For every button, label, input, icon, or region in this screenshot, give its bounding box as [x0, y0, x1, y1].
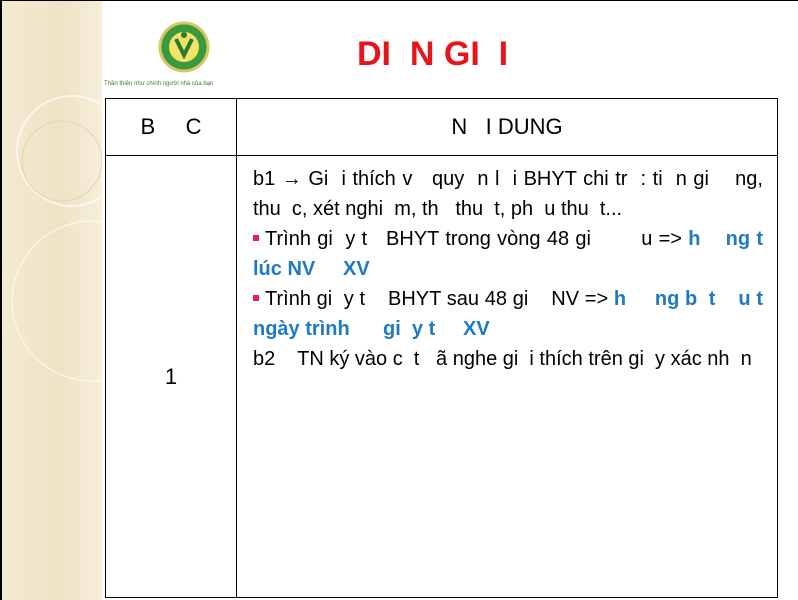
paragraph: Trình gi y t BHYT trong vòng 48 gi u => … [253, 224, 763, 284]
text: Trình gi y t BHYT trong vòng 48 gi u => [265, 228, 689, 250]
text: b1 → Gi i thích v quy n l i BHYT chi tr … [253, 168, 769, 220]
content-cell: b1 → Gi i thích v quy n l i BHYT chi tr … [236, 155, 778, 598]
header-cell: N I DUNG [236, 98, 778, 156]
header-cell: B C [105, 98, 237, 156]
decoration [2, 1, 102, 600]
text: b2 TN ký vào c t ã nghe gi i thích trên … [253, 348, 752, 370]
paragraph: b1 → Gi i thích v quy n l i BHYT chi tr … [253, 164, 763, 224]
text: Trình gi y t BHYT sau 48 gi NV => [265, 288, 614, 310]
logo [158, 21, 210, 73]
slide-title: DI N GI I [357, 35, 509, 73]
logo-caption: Thân thiện như chính người nhà của bạn [104, 81, 214, 87]
emphasis-text: h ng t lúc NV XV [253, 228, 780, 280]
paragraph: b2 TN ký vào c t ã nghe gi i thích trên … [253, 344, 763, 374]
step-cell: 1 [105, 155, 237, 598]
emphasis-text: h ng b t u t ngày trình gi y t XV [253, 288, 780, 340]
paragraph: Trình gi y t BHYT sau 48 gi NV => h ng b… [253, 284, 763, 344]
